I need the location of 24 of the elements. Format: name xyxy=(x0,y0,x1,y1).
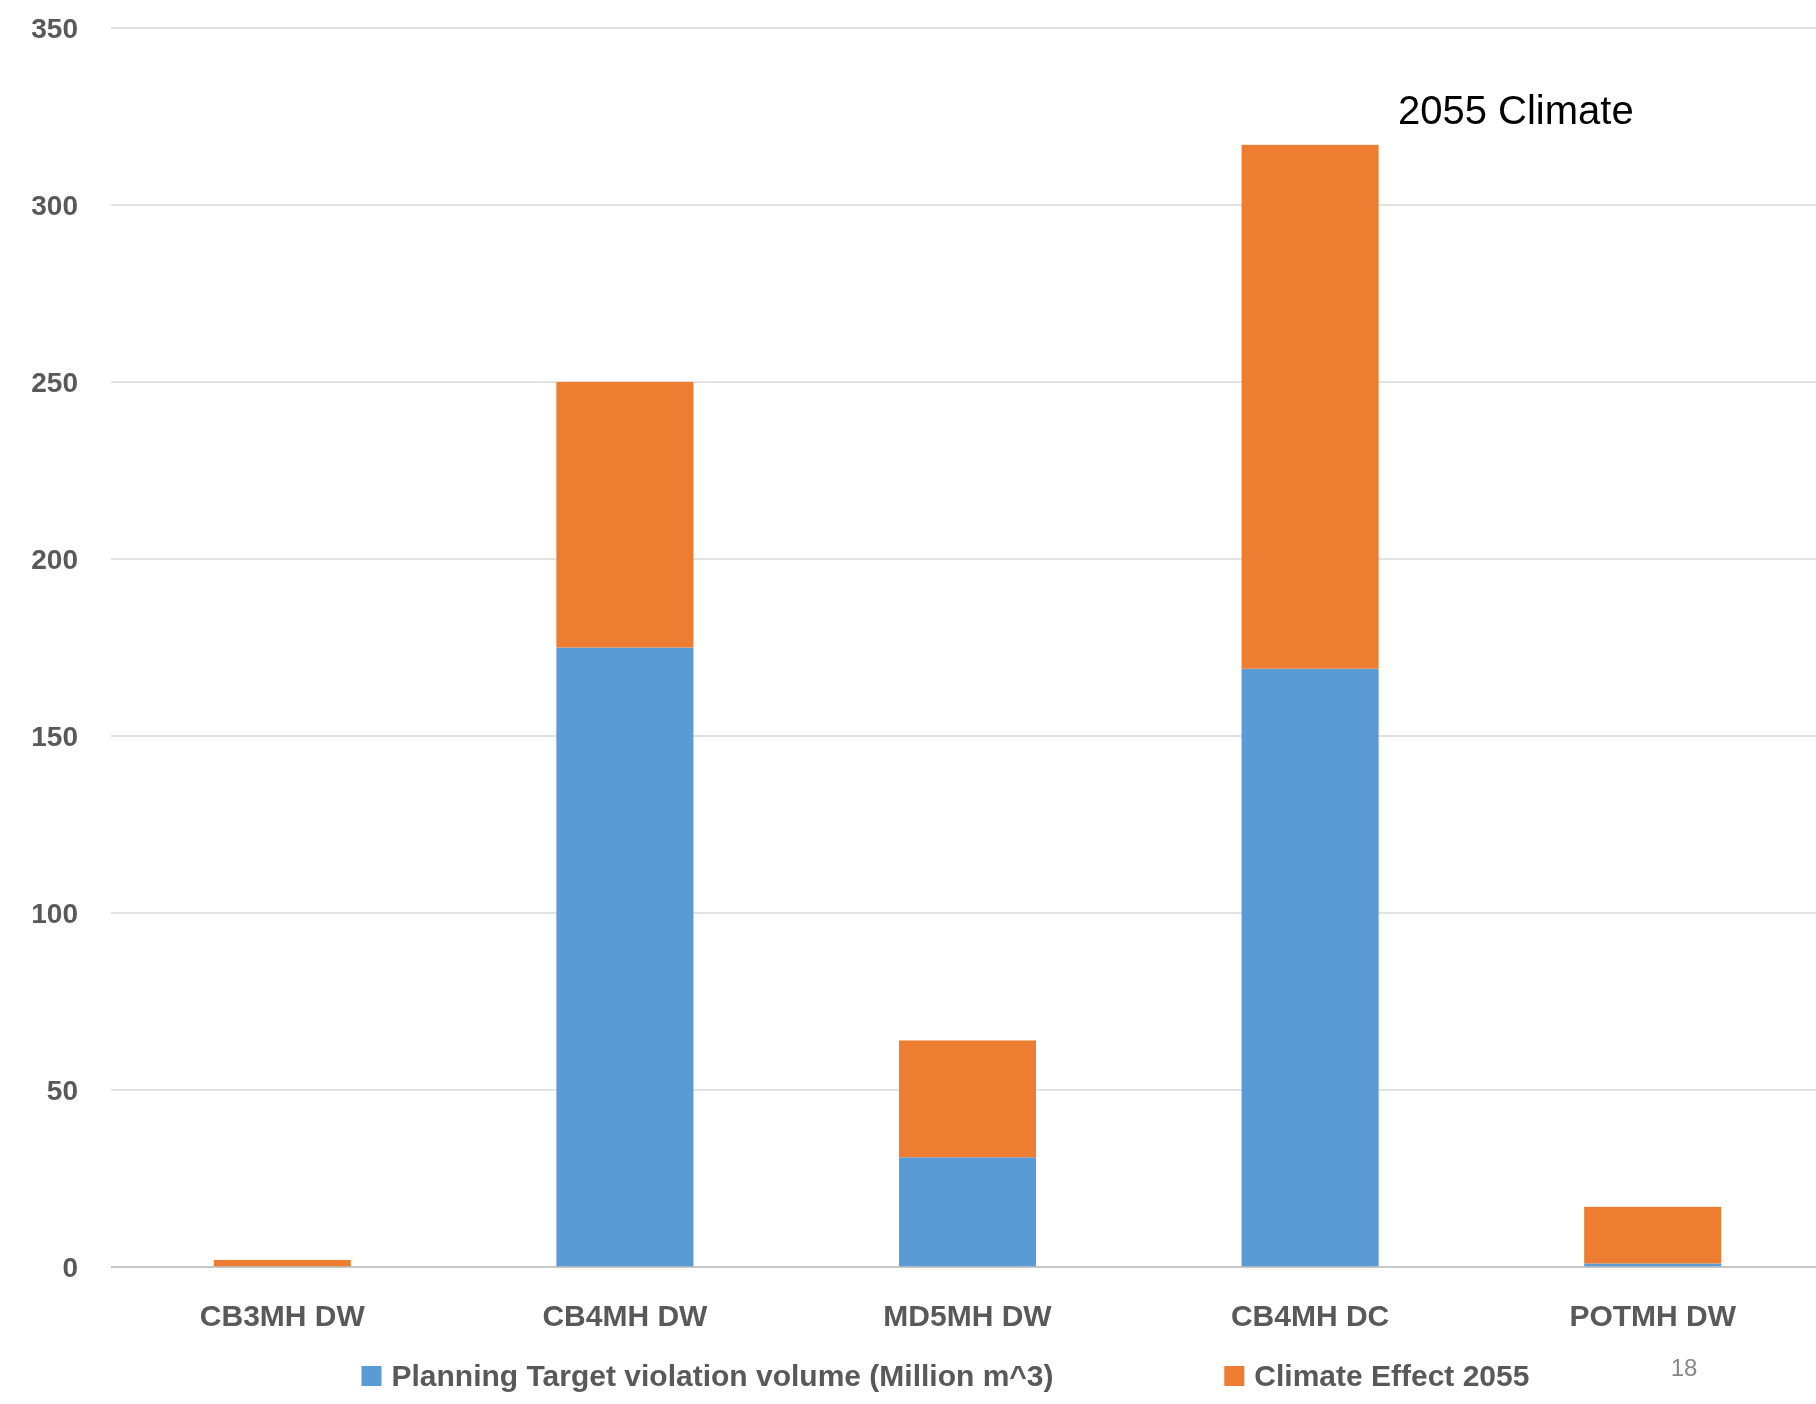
y-tick-label: 0 xyxy=(62,1251,78,1283)
y-tick-label: 300 xyxy=(31,189,78,221)
y-tick-label: 150 xyxy=(31,720,78,752)
x-tick-label: MD5MH DW xyxy=(883,1299,1053,1332)
annotation: 2055 Climate xyxy=(1398,88,1634,132)
bar xyxy=(556,382,694,648)
x-tick-label: CB4MH DC xyxy=(1230,1299,1390,1332)
bar xyxy=(898,1157,1037,1267)
bar xyxy=(898,1040,1037,1158)
y-tick-label: 350 xyxy=(31,12,78,44)
bar xyxy=(556,647,694,1267)
y-tick-label: 100 xyxy=(31,897,78,929)
legend-label: Planning Target violation volume (Million m^3) xyxy=(391,1359,1054,1392)
bar xyxy=(1584,1206,1722,1264)
bar xyxy=(1241,144,1379,669)
legend-label: Climate Effect 2055 xyxy=(1254,1359,1530,1392)
bar xyxy=(1241,668,1379,1267)
y-tick-label: 200 xyxy=(31,543,78,575)
text: 18 xyxy=(1670,1354,1698,1381)
y-tick-label: 250 xyxy=(31,366,78,398)
x-tick-label: CB4MH DW xyxy=(542,1299,709,1332)
y-tick-label: 50 xyxy=(46,1074,78,1106)
x-tick-label: POTMH DW xyxy=(1569,1299,1737,1332)
x-tick-label: CB3MH DW xyxy=(199,1299,366,1332)
